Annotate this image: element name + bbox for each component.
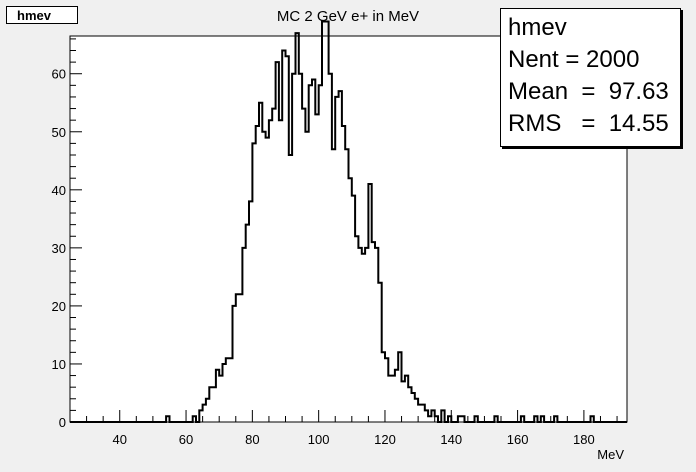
y-tick-label: 60 — [52, 67, 66, 82]
y-tick-label: 20 — [52, 299, 66, 314]
y-tick-label: 0 — [59, 415, 66, 430]
y-tick-label: 40 — [52, 183, 66, 198]
y-tick-label: 50 — [52, 125, 66, 140]
y-tick-label: 30 — [52, 241, 66, 256]
stats-entries: Nent = 2000 — [508, 46, 640, 73]
x-tick-label: 160 — [507, 432, 529, 447]
stats-name: hmev — [508, 14, 567, 41]
histogram-outline — [70, 20, 627, 423]
x-tick-label: 120 — [374, 432, 396, 447]
stats-rms: RMS = 14.55 — [508, 110, 669, 137]
histogram-name-box[interactable]: hmev — [6, 6, 78, 24]
y-axis: 0 10 20 30 40 50 60 — [52, 38, 82, 430]
x-tick-label: 80 — [245, 432, 259, 447]
x-tick-label: 60 — [179, 432, 193, 447]
x-tick-label: 40 — [112, 432, 126, 447]
x-tick-label: 140 — [440, 432, 462, 447]
y-tick-label: 10 — [52, 357, 66, 372]
stats-box: hmev Nent = 2000 Mean = 97.63 RMS = 14.5… — [500, 8, 681, 147]
x-tick-label: 100 — [308, 432, 330, 447]
x-axis: 40 60 80 100 120 140 160 180 — [86, 410, 618, 447]
chart-title: MC 2 GeV e+ in MeV — [276, 8, 420, 25]
x-tick-label: 180 — [573, 432, 595, 447]
stats-mean: Mean = 97.63 — [508, 78, 669, 105]
x-axis-label: MeV — [597, 447, 624, 462]
